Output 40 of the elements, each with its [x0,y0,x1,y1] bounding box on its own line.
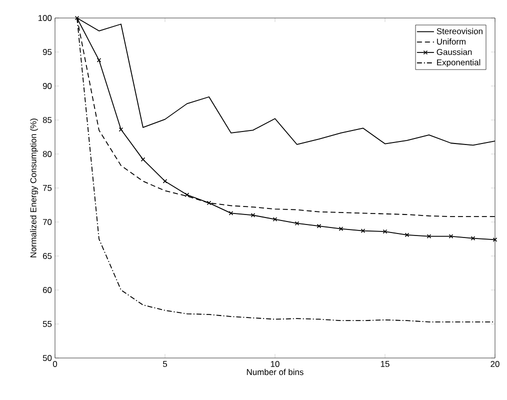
point [404,232,410,238]
point [338,226,344,231]
x-tick-label: 0 [52,361,58,368]
y-axis-title: Normalized Energy Consumption (%) [30,118,38,258]
y-tick-label: 95 [42,49,52,55]
point [360,228,366,233]
point [228,211,234,216]
y-tick-label: 90 [42,83,52,89]
y-tick-label: 85 [42,117,52,123]
y-tick-label: 50 [42,355,52,361]
point [162,179,168,184]
x-axis-title: Number of bins [246,368,304,376]
y-tick-label: 70 [43,219,52,225]
x-tick-label: 10 [270,361,280,368]
point [316,224,322,228]
point [382,229,388,234]
y-tick-label: 100 [38,15,52,21]
point [96,58,102,62]
y-tick-label: 60 [43,287,52,293]
point [448,234,454,238]
point [184,192,190,197]
point [140,157,146,162]
y-tick-label: 80 [42,151,52,157]
legend-label: Stereovision [436,28,482,34]
legend-label: Exponential [437,59,480,68]
point [206,200,212,206]
point [426,234,432,238]
point [272,217,278,222]
x-tick-label: 5 [162,361,168,367]
y-tick-label: 65 [43,253,52,259]
y-tick-label: 75 [43,185,52,191]
point [470,236,476,240]
y-tick-label: 55 [42,321,52,327]
point [118,127,124,132]
x-tick-label: 15 [380,361,390,367]
x-tick-label: 20 [490,361,500,368]
point [250,213,256,218]
legend-label: Uniform [437,38,466,45]
point [294,221,300,226]
legend-label: Gaussian [436,48,472,55]
